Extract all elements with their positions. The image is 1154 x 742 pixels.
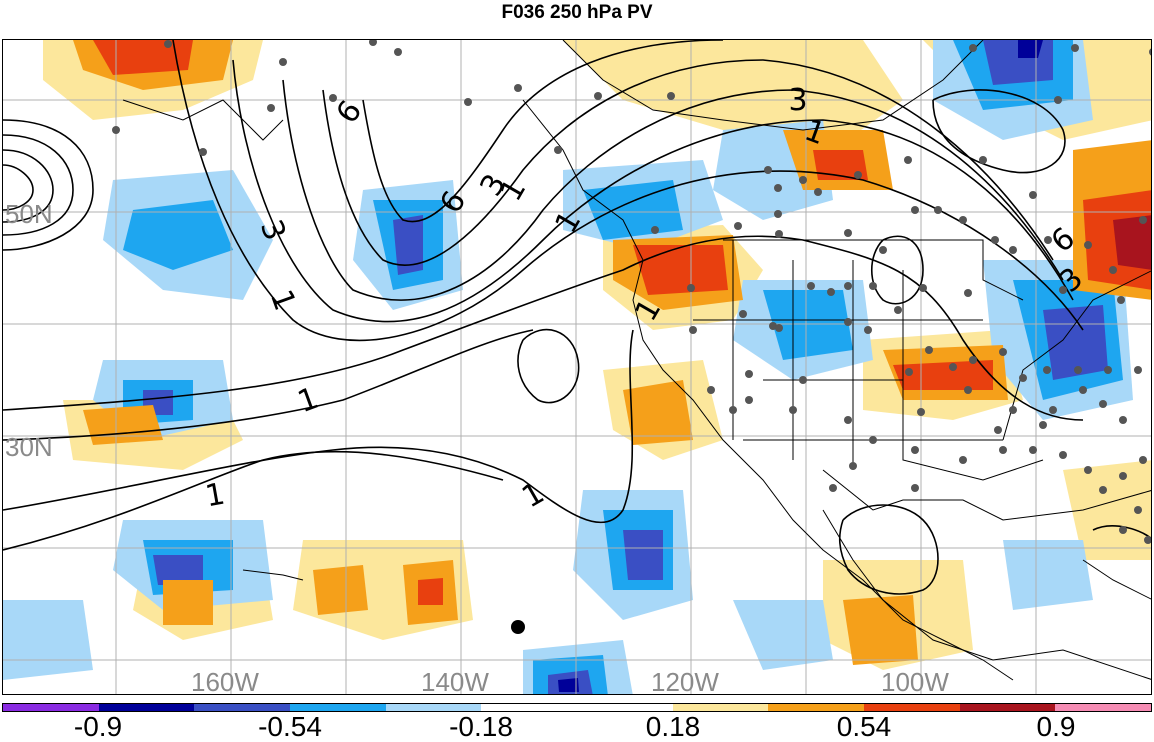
colorbar-segment (959, 704, 1056, 711)
fill-orange (163, 580, 213, 625)
fill-blue (763, 290, 853, 360)
fill-lightblue (1003, 540, 1093, 610)
fill-red (93, 40, 193, 75)
fill-orange (313, 565, 368, 615)
contour-label: 3 (788, 83, 807, 118)
colorbar-segment (1055, 704, 1152, 711)
fill-lightblue (733, 600, 833, 670)
fill-darkblue (393, 215, 423, 275)
fill-orange (83, 405, 163, 445)
colorbar-label: -0.54 (258, 711, 322, 742)
fill-orange (623, 380, 693, 445)
colorbar-label: -0.18 (449, 711, 513, 742)
lat-label-50n: 50N (5, 199, 53, 229)
fill-darkblue (623, 530, 663, 580)
colorbar-segment (290, 704, 386, 711)
station-dots (112, 40, 1151, 544)
fill-lightblue (3, 600, 93, 680)
colorbar-segment (385, 704, 482, 711)
fill-navy (1018, 40, 1043, 58)
colorbar-segment (481, 704, 578, 711)
lon-label-100w: 100W (881, 667, 949, 695)
fill-blue (583, 180, 683, 240)
pv-contours (3, 40, 1151, 595)
contour-label: 1 (494, 173, 534, 207)
colorbar-segment (3, 704, 99, 711)
fill-red (813, 150, 868, 180)
pv-anomaly-fills (3, 40, 1151, 694)
colorbar-segment (864, 704, 960, 711)
fill-orange (843, 595, 918, 665)
fill-red (418, 578, 443, 605)
colorbar-segment (194, 704, 291, 711)
lat-label-30n: 30N (5, 432, 53, 462)
colorbar-label: 0.54 (836, 711, 892, 742)
fill-red (633, 245, 728, 295)
contour-label: 1 (263, 285, 302, 315)
map-title: F036 250 hPa PV (501, 2, 653, 23)
fill-yellow (1063, 460, 1151, 560)
colorbar-segment (577, 704, 673, 711)
fill-darkblue (153, 555, 203, 585)
colorbar-segment (98, 704, 195, 711)
lon-label-140w: 140W (421, 667, 489, 695)
map-panel: 6 6 3 3 1 1 1 1 1 1 3 1 6 3 1 50N 30N 16… (2, 39, 1152, 695)
fill-navy (558, 678, 579, 692)
coastlines-and-borders (122, 40, 1151, 681)
colorbar-segment (768, 704, 865, 711)
colorbar-label: 0.9 (1036, 711, 1076, 742)
fill-red (893, 360, 993, 390)
colorbar-label: 0.18 (645, 711, 701, 742)
colorbar (2, 703, 1152, 712)
colorbar-segment (672, 704, 769, 711)
colorbar-label: -0.9 (73, 711, 123, 742)
lon-label-120w: 120W (651, 667, 719, 695)
lon-label-160w: 160W (191, 667, 259, 695)
fill-darkred (1113, 215, 1151, 270)
lat-lon-grid (3, 40, 1151, 694)
fill-blue (123, 200, 233, 270)
pv-map: 6 6 3 3 1 1 1 1 1 1 3 1 6 3 1 (3, 40, 1151, 694)
contour-label: 1 (293, 381, 323, 420)
marker-dot (511, 620, 525, 634)
contour-label: 1 (203, 477, 228, 515)
